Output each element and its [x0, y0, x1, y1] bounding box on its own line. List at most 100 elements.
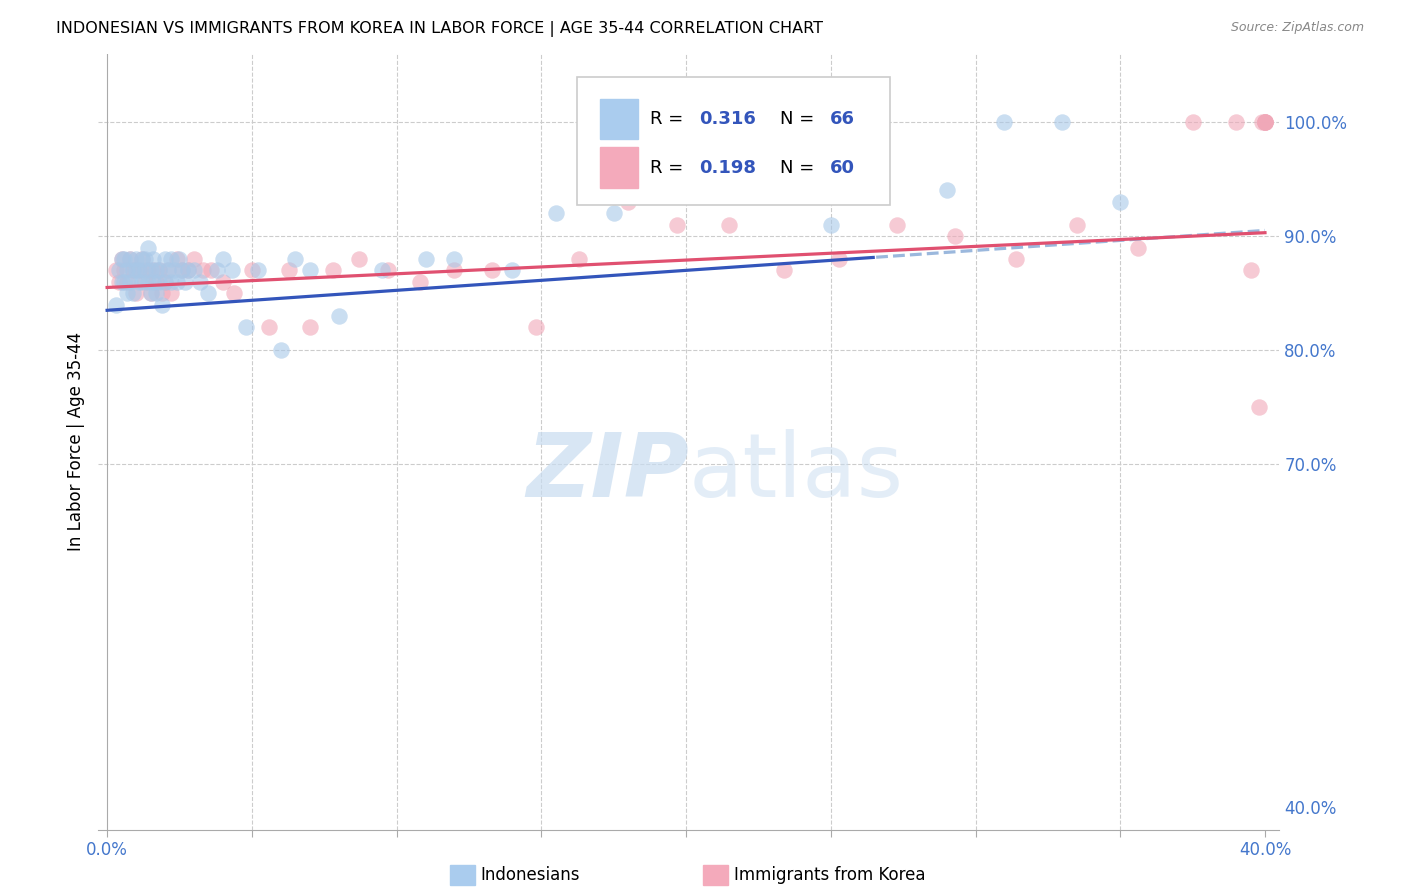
Text: N =: N =	[780, 110, 820, 128]
Point	[120, 275, 142, 289]
Point	[1254, 115, 1277, 129]
Point	[125, 252, 148, 266]
Bar	[600, 98, 638, 139]
Point	[104, 297, 127, 311]
Point	[145, 286, 167, 301]
Point	[943, 229, 966, 244]
Point	[1254, 115, 1277, 129]
Point	[122, 263, 145, 277]
Point	[205, 263, 228, 277]
Point	[347, 252, 370, 266]
Point	[377, 263, 399, 277]
Point	[371, 263, 394, 277]
Text: Indonesians: Indonesians	[481, 866, 581, 884]
Bar	[600, 147, 638, 188]
Point	[1109, 194, 1132, 209]
Point	[183, 263, 205, 277]
Point	[246, 263, 269, 277]
Point	[131, 275, 153, 289]
Point	[107, 263, 129, 277]
Point	[148, 263, 170, 277]
Point	[191, 263, 214, 277]
Point	[128, 275, 150, 289]
Point	[188, 275, 211, 289]
Point	[142, 275, 165, 289]
Point	[270, 343, 292, 358]
Point	[481, 263, 503, 277]
Point	[104, 263, 127, 277]
Point	[148, 263, 170, 277]
Point	[1052, 115, 1074, 129]
Point	[177, 263, 200, 277]
Text: 0.316: 0.316	[700, 110, 756, 128]
Point	[235, 320, 257, 334]
Point	[328, 309, 350, 323]
Point	[1254, 115, 1277, 129]
Text: atlas: atlas	[689, 429, 904, 516]
Point	[1225, 115, 1247, 129]
Point	[443, 252, 465, 266]
Point	[174, 275, 197, 289]
Point	[128, 263, 150, 277]
Point	[1251, 115, 1274, 129]
Point	[544, 206, 567, 220]
Point	[443, 263, 465, 277]
Point	[153, 275, 176, 289]
Point	[159, 275, 181, 289]
Point	[145, 275, 167, 289]
Point	[284, 252, 307, 266]
Point	[1254, 115, 1277, 129]
Point	[1126, 240, 1149, 255]
Point	[212, 252, 235, 266]
Point	[139, 263, 162, 277]
FancyBboxPatch shape	[576, 77, 890, 205]
Point	[110, 252, 132, 266]
Point	[501, 263, 523, 277]
Point	[666, 218, 689, 232]
Point	[415, 252, 437, 266]
Point	[110, 252, 132, 266]
Point	[131, 252, 153, 266]
Point	[122, 263, 145, 277]
Text: 66: 66	[830, 110, 855, 128]
Point	[828, 252, 851, 266]
Point	[139, 286, 162, 301]
Point	[142, 263, 165, 277]
Point	[134, 275, 156, 289]
Point	[117, 286, 139, 301]
Point	[1005, 252, 1028, 266]
Point	[117, 275, 139, 289]
Point	[602, 206, 624, 220]
Point	[159, 286, 181, 301]
Text: R =: R =	[650, 159, 689, 177]
Point	[125, 263, 148, 277]
Point	[125, 286, 148, 301]
Point	[409, 275, 432, 289]
Text: 60: 60	[830, 159, 855, 177]
Point	[136, 240, 159, 255]
Point	[136, 263, 159, 277]
Point	[169, 252, 191, 266]
Point	[886, 218, 908, 232]
Point	[153, 252, 176, 266]
Point	[139, 286, 162, 301]
Point	[278, 263, 301, 277]
Point	[156, 263, 179, 277]
Point	[153, 275, 176, 289]
Point	[172, 263, 194, 277]
Point	[148, 275, 170, 289]
Text: R =: R =	[650, 110, 689, 128]
Point	[114, 275, 136, 289]
Point	[224, 286, 246, 301]
Point	[1181, 115, 1204, 129]
Point	[322, 263, 344, 277]
Y-axis label: In Labor Force | Age 35-44: In Labor Force | Age 35-44	[66, 332, 84, 551]
Point	[212, 275, 235, 289]
Point	[524, 320, 547, 334]
Point	[142, 252, 165, 266]
Text: 0.198: 0.198	[700, 159, 756, 177]
Point	[120, 252, 142, 266]
Point	[617, 194, 640, 209]
Point	[156, 263, 179, 277]
Point	[1066, 218, 1088, 232]
